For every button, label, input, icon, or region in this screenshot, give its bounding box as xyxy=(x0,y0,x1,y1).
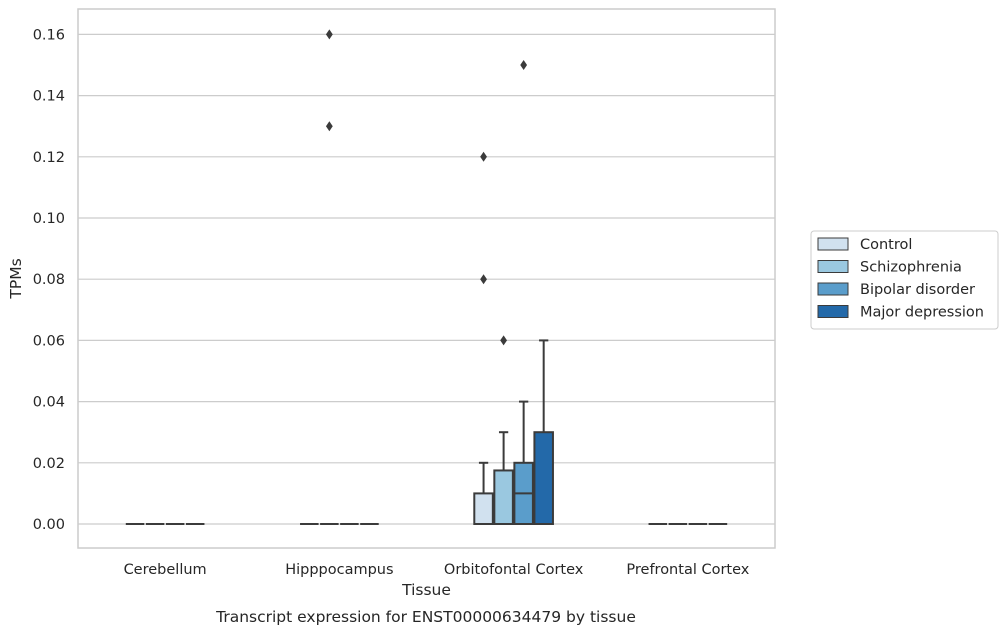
grid xyxy=(78,33,775,525)
legend-swatch-major-depression xyxy=(817,305,849,318)
legend-label-control: Control xyxy=(860,237,912,253)
legend-label-schizophrenia: Schizophrenia xyxy=(860,260,962,276)
box-major-depression-orbitofontal-cortex xyxy=(533,339,554,526)
legend-frame xyxy=(810,230,999,330)
legend-label-bipolar-disorder: Bipolar disorder xyxy=(860,282,975,298)
chart-caption: Transcript expression for ENST0000063447… xyxy=(215,608,636,626)
x-tick-label: Prefrontal Cortex xyxy=(626,562,749,578)
y-tick-label: 0.12 xyxy=(33,150,65,166)
y-tick-label: 0.14 xyxy=(33,89,65,105)
y-axis-title: TPMs xyxy=(7,258,25,299)
y-tick-label: 0.00 xyxy=(33,517,65,533)
y-tick-label: 0.10 xyxy=(33,211,65,227)
box-body xyxy=(473,492,494,525)
outlier-point xyxy=(500,335,508,346)
outlier-point xyxy=(325,29,333,40)
y-tick-label: 0.04 xyxy=(33,395,65,411)
x-tick-label: Hipppocampus xyxy=(285,562,393,578)
x-axis-title: Tissue xyxy=(401,581,451,599)
box-bipolar-disorder-orbitofontal-cortex xyxy=(513,60,534,525)
plot-frame xyxy=(77,8,776,549)
legend-swatch-bipolar-disorder xyxy=(817,282,849,296)
y-tick-labels: 0.00 0.02 0.04 0.06 0.08 0.10 0.12 0.14 0.16 xyxy=(33,27,65,533)
x-tick-label: Orbitofontal Cortex xyxy=(444,562,584,578)
box-body xyxy=(533,431,554,526)
y-tick-label: 0.02 xyxy=(33,456,65,472)
legend-swatch-control xyxy=(817,237,849,251)
legend-label-major-depression: Major depression xyxy=(860,305,984,321)
outlier-point xyxy=(520,60,528,70)
legend-swatch-schizophrenia xyxy=(817,260,849,273)
outlier-point xyxy=(325,121,333,132)
box-schizophrenia-orbitofontal-cortex xyxy=(493,335,514,526)
box-schizophrenia-hipppocampus xyxy=(320,29,339,525)
y-tick-label: 0.06 xyxy=(33,333,65,349)
box-control-orbitofontal-cortex xyxy=(473,151,494,525)
x-tick-label: Cerebellum xyxy=(124,562,207,578)
y-tick-label: 0.08 xyxy=(33,272,65,288)
legend: Control Schizophrenia Bipolar disorder Majo… xyxy=(810,230,999,330)
outlier-point xyxy=(480,151,487,162)
boxes xyxy=(125,29,728,526)
box-body xyxy=(493,469,514,526)
x-tick-labels: Cerebellum Hipppocampus Orbitofontal Corte… xyxy=(124,562,750,578)
y-tick-label: 0.16 xyxy=(33,27,65,43)
outlier-point xyxy=(480,274,487,285)
